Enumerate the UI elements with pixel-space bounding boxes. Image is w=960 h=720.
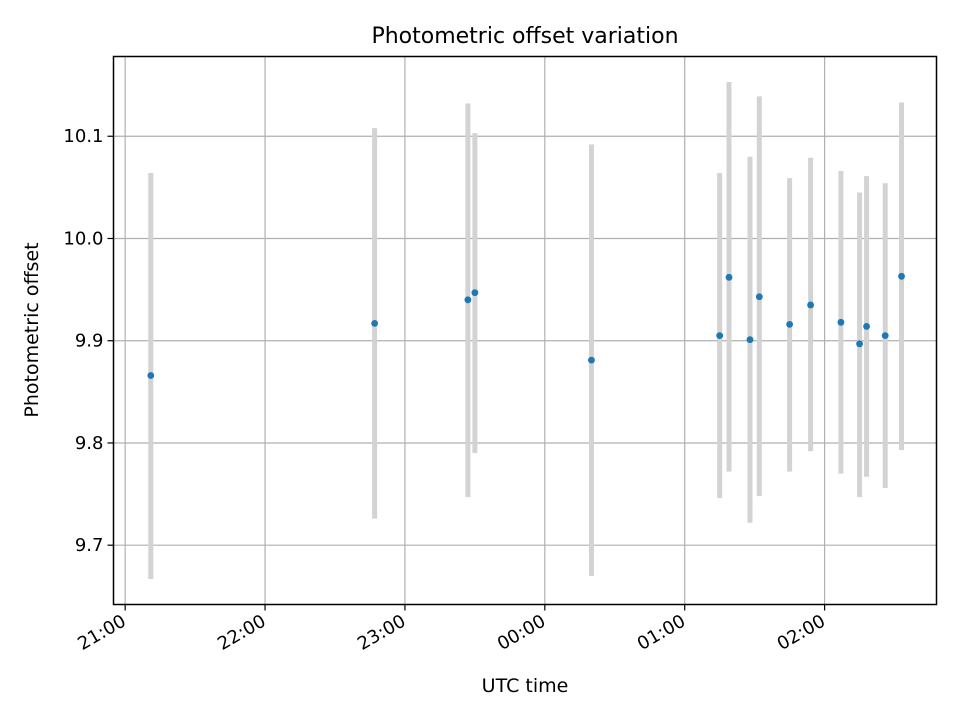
error-bars bbox=[148, 82, 905, 579]
data-point bbox=[856, 340, 863, 348]
chart-title: Photometric offset variation bbox=[371, 24, 678, 49]
x-tick-label: 00:00 bbox=[494, 611, 549, 655]
y-tick-label: 10.1 bbox=[63, 126, 103, 147]
data-point bbox=[471, 289, 479, 297]
data-point bbox=[147, 372, 155, 379]
data-point bbox=[863, 323, 870, 330]
grid bbox=[113, 56, 937, 605]
y-tick-label: 9.8 bbox=[75, 433, 104, 454]
x-tick-label: 01:00 bbox=[634, 611, 689, 655]
data-point bbox=[588, 356, 595, 364]
data-point bbox=[746, 336, 754, 344]
x-axis-label: UTC time bbox=[482, 675, 569, 697]
data-point bbox=[371, 319, 379, 327]
data-point bbox=[464, 296, 472, 304]
y-tick-label: 9.7 bbox=[75, 535, 104, 556]
data-points bbox=[147, 272, 905, 379]
plot-frame bbox=[112, 55, 938, 606]
y-tick-label: 9.9 bbox=[75, 331, 104, 352]
y-axis-ticks: 9.7 9.8 9.9 10.0 10.1 bbox=[63, 126, 114, 556]
data-point bbox=[716, 332, 724, 340]
data-point bbox=[755, 293, 763, 301]
data-point bbox=[807, 301, 815, 309]
x-tick-label: 22:00 bbox=[214, 611, 269, 655]
data-point bbox=[786, 320, 794, 328]
y-tick-label: 10.0 bbox=[63, 228, 103, 249]
x-tick-label: 21:00 bbox=[74, 611, 129, 655]
x-tick-label: 02:00 bbox=[774, 611, 829, 655]
data-point bbox=[881, 332, 889, 340]
data-point bbox=[725, 273, 733, 281]
x-axis-ticks: 21:00 22:00 23:00 00:00 01:00 02:00 bbox=[74, 604, 829, 655]
data-point bbox=[898, 272, 905, 280]
y-axis-label: Photometric offset bbox=[21, 242, 43, 417]
x-tick-label: 23:00 bbox=[354, 611, 409, 655]
data-point bbox=[837, 318, 845, 326]
